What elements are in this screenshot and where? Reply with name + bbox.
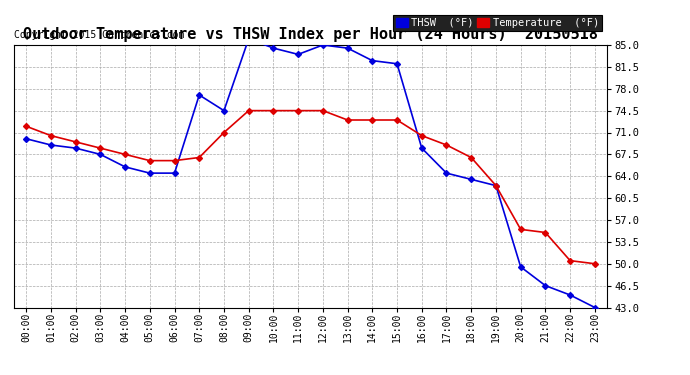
Title: Outdoor Temperature vs THSW Index per Hour (24 Hours)  20150518: Outdoor Temperature vs THSW Index per Ho… (23, 27, 598, 42)
Text: Copyright 2015 Cartronics.com: Copyright 2015 Cartronics.com (14, 30, 184, 40)
Legend: THSW  (°F), Temperature  (°F): THSW (°F), Temperature (°F) (393, 15, 602, 31)
